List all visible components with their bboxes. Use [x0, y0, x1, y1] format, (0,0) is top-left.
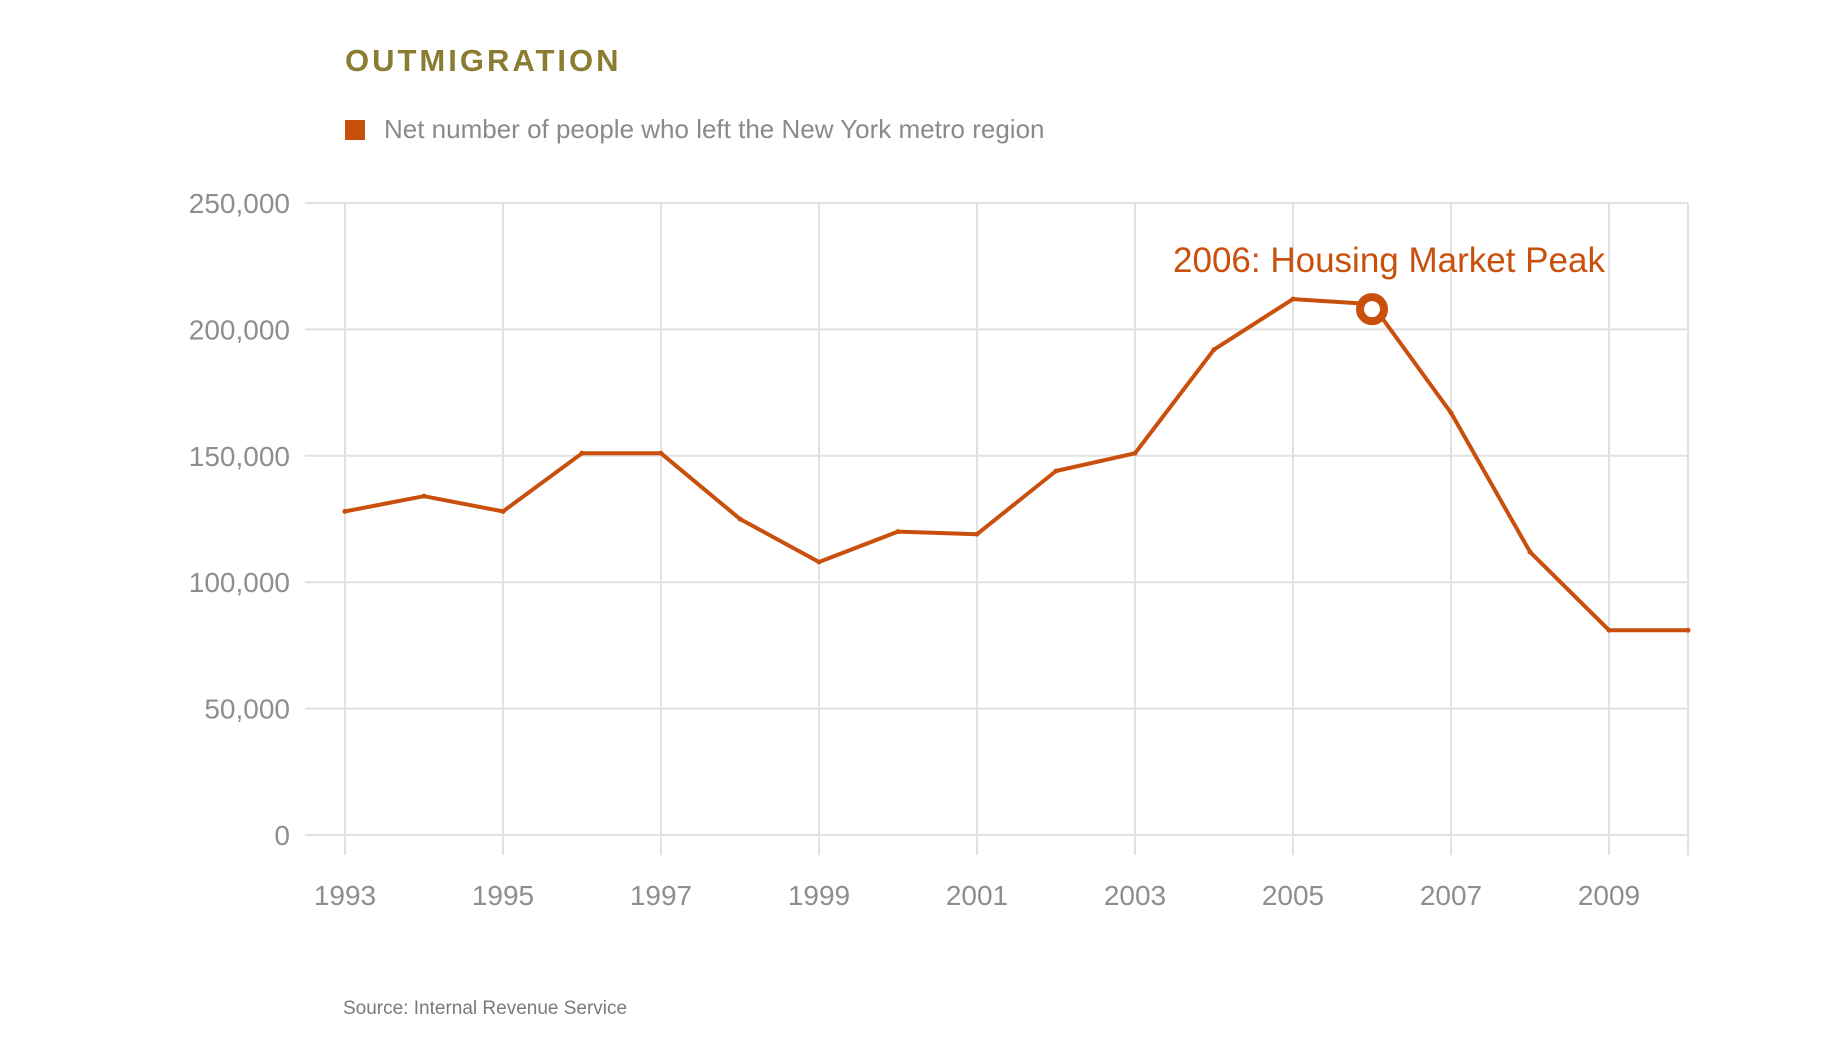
data-point [895, 529, 901, 535]
y-tick-label: 100,000 [189, 567, 290, 598]
data-point [816, 559, 822, 565]
x-tick-label: 2007 [1420, 880, 1482, 911]
annotation-label: 2006: Housing Market Peak [1173, 241, 1605, 280]
data-point [421, 493, 427, 499]
y-tick-label: 50,000 [204, 694, 290, 725]
data-point [1053, 468, 1059, 474]
y-tick-label: 250,000 [189, 188, 290, 219]
data-point [1290, 296, 1296, 302]
x-tick-label: 1995 [472, 880, 534, 911]
x-tick-label: 1999 [788, 880, 850, 911]
x-tick-label: 2001 [946, 880, 1008, 911]
data-point [1448, 410, 1454, 416]
y-tick-label: 150,000 [189, 441, 290, 472]
data-point [579, 450, 585, 456]
y-tick-label: 200,000 [189, 314, 290, 345]
x-axis-ticks: 1993 1995 1997 1999 2001 2003 2005 2007 2009 [314, 880, 1640, 911]
data-point [1606, 627, 1612, 633]
data-point [1685, 627, 1691, 633]
series-line [343, 297, 1690, 633]
data-point [974, 531, 980, 537]
data-point [737, 516, 743, 522]
x-tick-label: 1997 [630, 880, 692, 911]
legend-label: Net number of people who left the New Yo… [384, 114, 1045, 144]
x-tick-label: 1993 [314, 880, 376, 911]
annotation-layer: 2006: Housing Market Peak [1173, 241, 1605, 326]
x-tick-label: 2003 [1104, 880, 1166, 911]
data-point [500, 508, 506, 514]
source-note: Source: Internal Revenue Service [343, 998, 627, 1019]
y-axis-ticks: 0 50,000 100,000 150,000 200,000 250,000 [189, 188, 290, 851]
grid [305, 202, 1689, 855]
annotation-marker [1356, 293, 1388, 326]
data-point [1211, 347, 1217, 353]
data-point [342, 508, 348, 514]
data-point [658, 450, 664, 456]
data-point [1132, 450, 1138, 456]
x-tick-label: 2005 [1262, 880, 1324, 911]
data-point [1527, 549, 1533, 555]
y-tick-label: 0 [274, 820, 290, 851]
x-tick-label: 2009 [1578, 880, 1640, 911]
chart-title: OUTMIGRATION [345, 43, 622, 78]
legend-swatch [345, 120, 365, 140]
